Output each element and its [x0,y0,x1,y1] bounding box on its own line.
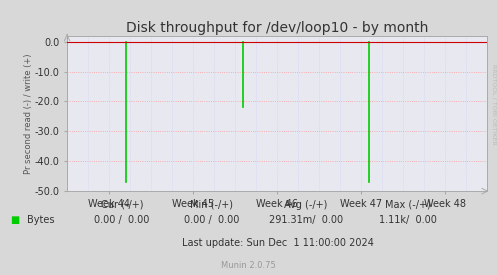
Text: Avg (-/+): Avg (-/+) [284,200,328,210]
Text: RRDTOOL / TOBI OETIKER: RRDTOOL / TOBI OETIKER [491,64,496,145]
Text: Max (-/+): Max (-/+) [385,200,430,210]
Text: Min (-/+): Min (-/+) [190,200,233,210]
Text: 1.11k/  0.00: 1.11k/ 0.00 [379,215,436,225]
Title: Disk throughput for /dev/loop10 - by month: Disk throughput for /dev/loop10 - by mon… [126,21,428,35]
Text: 0.00 /  0.00: 0.00 / 0.00 [94,215,150,225]
Text: Last update: Sun Dec  1 11:00:00 2024: Last update: Sun Dec 1 11:00:00 2024 [182,238,374,248]
Text: 291.31m/  0.00: 291.31m/ 0.00 [268,215,343,225]
Text: Bytes: Bytes [27,215,55,225]
Text: 0.00 /  0.00: 0.00 / 0.00 [183,215,239,225]
Text: ■: ■ [10,215,19,225]
Text: Munin 2.0.75: Munin 2.0.75 [221,261,276,270]
Text: Cur (-/+): Cur (-/+) [100,200,143,210]
Y-axis label: Pr second read (-) / write (+): Pr second read (-) / write (+) [24,53,33,174]
